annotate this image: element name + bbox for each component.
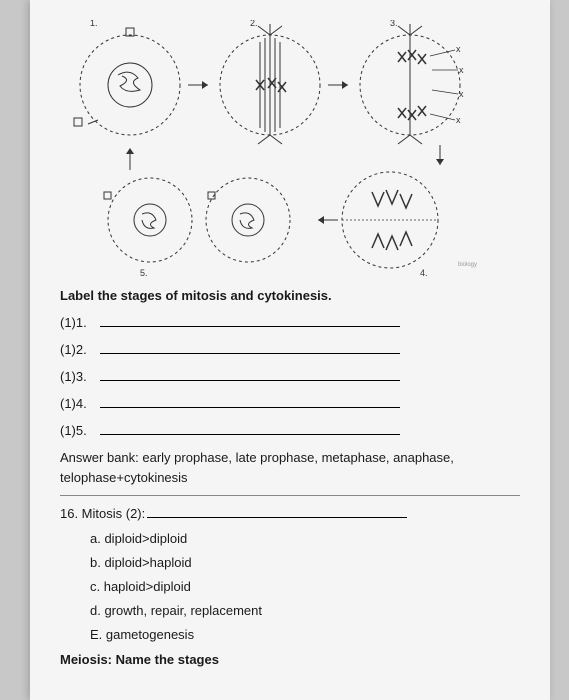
answer-bank-text: Answer bank: early prophase, late propha…	[60, 448, 520, 487]
cell-4-telophase: 4.	[342, 172, 438, 278]
answer-line[interactable]	[100, 394, 400, 408]
option-b: b. diploid>haploid	[90, 555, 520, 570]
answer-line[interactable]	[100, 367, 400, 381]
arrow-3-to-4	[436, 145, 444, 165]
blank-row: (1)4.	[60, 394, 520, 411]
blank-row: (1)1.	[60, 313, 520, 330]
blank-row: (1)5.	[60, 421, 520, 438]
question-16: 16. Mitosis (2):	[60, 504, 520, 521]
worksheet-page: 1.	[30, 0, 550, 700]
cell-3-anaphase: x x x x 3.	[360, 20, 464, 144]
svg-text:1.: 1.	[90, 20, 98, 28]
cell-5-cytokinesis: 5.	[104, 178, 290, 278]
mitosis-diagram: 1.	[60, 20, 520, 280]
meiosis-heading: Meiosis: Name the stages	[60, 652, 520, 667]
q16-options: a. diploid>diploid b. diploid>haploid c.…	[60, 531, 520, 642]
diagram-svg: 1.	[60, 20, 520, 280]
svg-text:x: x	[456, 115, 461, 125]
answer-blanks: (1)1. (1)2. (1)3. (1)4. (1)5.	[60, 313, 520, 438]
blank-row: (1)3.	[60, 367, 520, 384]
separator-line	[60, 495, 520, 496]
option-d: d. growth, repair, replacement	[90, 603, 520, 618]
svg-text:2.: 2.	[250, 20, 258, 28]
svg-text:x: x	[456, 44, 461, 54]
blank-label: (1)3.	[60, 369, 96, 384]
blank-label: (1)4.	[60, 396, 96, 411]
arrow-5-to-1	[126, 148, 134, 170]
option-e: E. gametogenesis	[90, 627, 520, 642]
cell-1-early-prophase: 1.	[74, 20, 180, 135]
option-a: a. diploid>diploid	[90, 531, 520, 546]
answer-line[interactable]	[100, 421, 400, 435]
answer-line[interactable]	[100, 340, 400, 354]
cell-2-late-prophase: 2.	[220, 20, 320, 144]
q16-label: 16. Mitosis (2):	[60, 506, 145, 521]
svg-text:x: x	[459, 65, 464, 75]
answer-line[interactable]	[100, 313, 400, 327]
blank-label: (1)2.	[60, 342, 96, 357]
blank-label: (1)1.	[60, 315, 96, 330]
blank-row: (1)2.	[60, 340, 520, 357]
option-c: c. haploid>diploid	[90, 579, 520, 594]
svg-text:biology: biology	[458, 262, 477, 268]
svg-text:5.: 5.	[140, 268, 148, 278]
blank-label: (1)5.	[60, 423, 96, 438]
svg-text:4.: 4.	[420, 268, 428, 278]
svg-text:x: x	[459, 89, 464, 99]
question-title: Label the stages of mitosis and cytokine…	[60, 288, 520, 303]
q16-answer-line[interactable]	[147, 504, 407, 518]
svg-text:3.: 3.	[390, 20, 398, 28]
